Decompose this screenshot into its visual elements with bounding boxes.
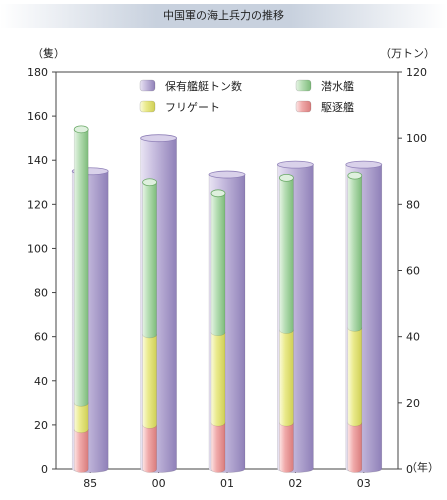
- vessel-bar-destroyer-body: [210, 422, 226, 473]
- tonnage-bar-cap: [276, 160, 314, 169]
- left-tick-label: 60: [34, 331, 48, 344]
- vessel-bar-destroyer: [347, 422, 363, 473]
- x-tick-label: 00: [152, 477, 166, 490]
- vessel-bar-destroyer: [73, 429, 89, 473]
- x-tick-label: 02: [288, 477, 302, 490]
- vessel-bar-frigate-body: [279, 329, 294, 427]
- vessel-bar-submarine-cap: [347, 171, 363, 180]
- vessel-bar-submarine-body: [347, 175, 363, 332]
- vessel-bar-frigate-body: [347, 327, 363, 427]
- right-tick-label: 0: [406, 463, 413, 476]
- title-bar: [0, 4, 447, 28]
- left-tick-label: 120: [27, 198, 48, 211]
- vessel-bar-submarine-body: [210, 193, 226, 337]
- left-tick-label: 180: [27, 66, 48, 79]
- right-tick-label: 100: [406, 132, 427, 145]
- left-tick-label: 100: [27, 242, 48, 255]
- chart-title: 中国軍の海上兵力の推移: [163, 9, 284, 22]
- right-tick-label: 40: [406, 331, 420, 344]
- right-tick-label: 80: [406, 198, 420, 211]
- left-tick-label: 20: [34, 419, 48, 432]
- x-axis-unit: （年）: [406, 460, 439, 474]
- legend-swatch: [139, 79, 156, 92]
- vessel-bar-frigate: [142, 334, 157, 429]
- vessel-bar-submarine-cap: [278, 173, 294, 182]
- vessel-bar-frigate: [279, 329, 294, 427]
- x-tick-label: 03: [357, 477, 371, 490]
- vessel-bar-submarine: [278, 173, 294, 334]
- vessel-bar-submarine-body: [279, 177, 294, 334]
- bars-layer: [71, 125, 383, 473]
- vessel-bar-submarine-cap: [73, 125, 89, 134]
- right-tick-label: 60: [406, 265, 420, 278]
- legend-label: 保有艦艇トン数: [165, 79, 242, 93]
- vessel-bar-frigate: [347, 327, 363, 427]
- left-tick-label: 140: [27, 154, 48, 167]
- vessel-bar-frigate: [210, 331, 226, 427]
- legend-swatch: [295, 79, 312, 92]
- vessel-bar-frigate: [73, 402, 89, 434]
- legend-label: 潜水艦: [321, 79, 354, 93]
- vessel-bar-frigate-body: [142, 334, 157, 429]
- vessel-bar-destroyer-body: [142, 424, 157, 473]
- vessel-bar-destroyer-body: [279, 422, 294, 473]
- legend-swatch: [139, 100, 156, 113]
- vessel-bar-submarine-body: [73, 129, 89, 407]
- vessel-bar-submarine: [142, 178, 158, 339]
- tonnage-bar-cap: [345, 160, 383, 169]
- right-tick-label: 20: [406, 397, 420, 410]
- vessel-bar-destroyer: [142, 424, 157, 473]
- vessel-bar-frigate-body: [73, 402, 89, 434]
- x-tick-label: 85: [83, 477, 97, 490]
- right-axis-unit: （万トン）: [380, 47, 435, 60]
- vessel-bar-submarine: [73, 125, 89, 407]
- vessel-bar-destroyer: [210, 422, 226, 473]
- tonnage-bar-cap: [140, 134, 178, 143]
- grid-layer: 0204060801001201401601800204060801001208…: [27, 66, 427, 490]
- vessel-bar-submarine-cap: [210, 189, 226, 198]
- vessel-bar-submarine-cap: [142, 178, 158, 187]
- left-axis-unit: （隻）: [32, 46, 65, 60]
- right-tick-label: 120: [406, 66, 427, 79]
- x-tick-label: 01: [220, 477, 234, 490]
- vessel-bar-submarine-body: [142, 181, 157, 339]
- left-tick-label: 0: [41, 463, 48, 476]
- legend-label: フリゲート: [165, 101, 220, 114]
- legend-swatch: [295, 100, 312, 113]
- left-tick-label: 80: [34, 287, 48, 300]
- vessel-bar-submarine: [210, 189, 226, 337]
- legend-label: 駆逐艦: [321, 100, 354, 114]
- tonnage-bar-cap: [208, 170, 246, 179]
- left-tick-label: 40: [34, 375, 48, 388]
- vessel-bar-frigate-body: [210, 331, 226, 427]
- left-tick-label: 160: [27, 110, 48, 123]
- vessel-bar-destroyer-body: [347, 422, 363, 473]
- vessel-bar-submarine: [347, 171, 363, 332]
- vessel-bar-destroyer-body: [73, 429, 89, 473]
- vessel-bar-destroyer: [279, 422, 294, 473]
